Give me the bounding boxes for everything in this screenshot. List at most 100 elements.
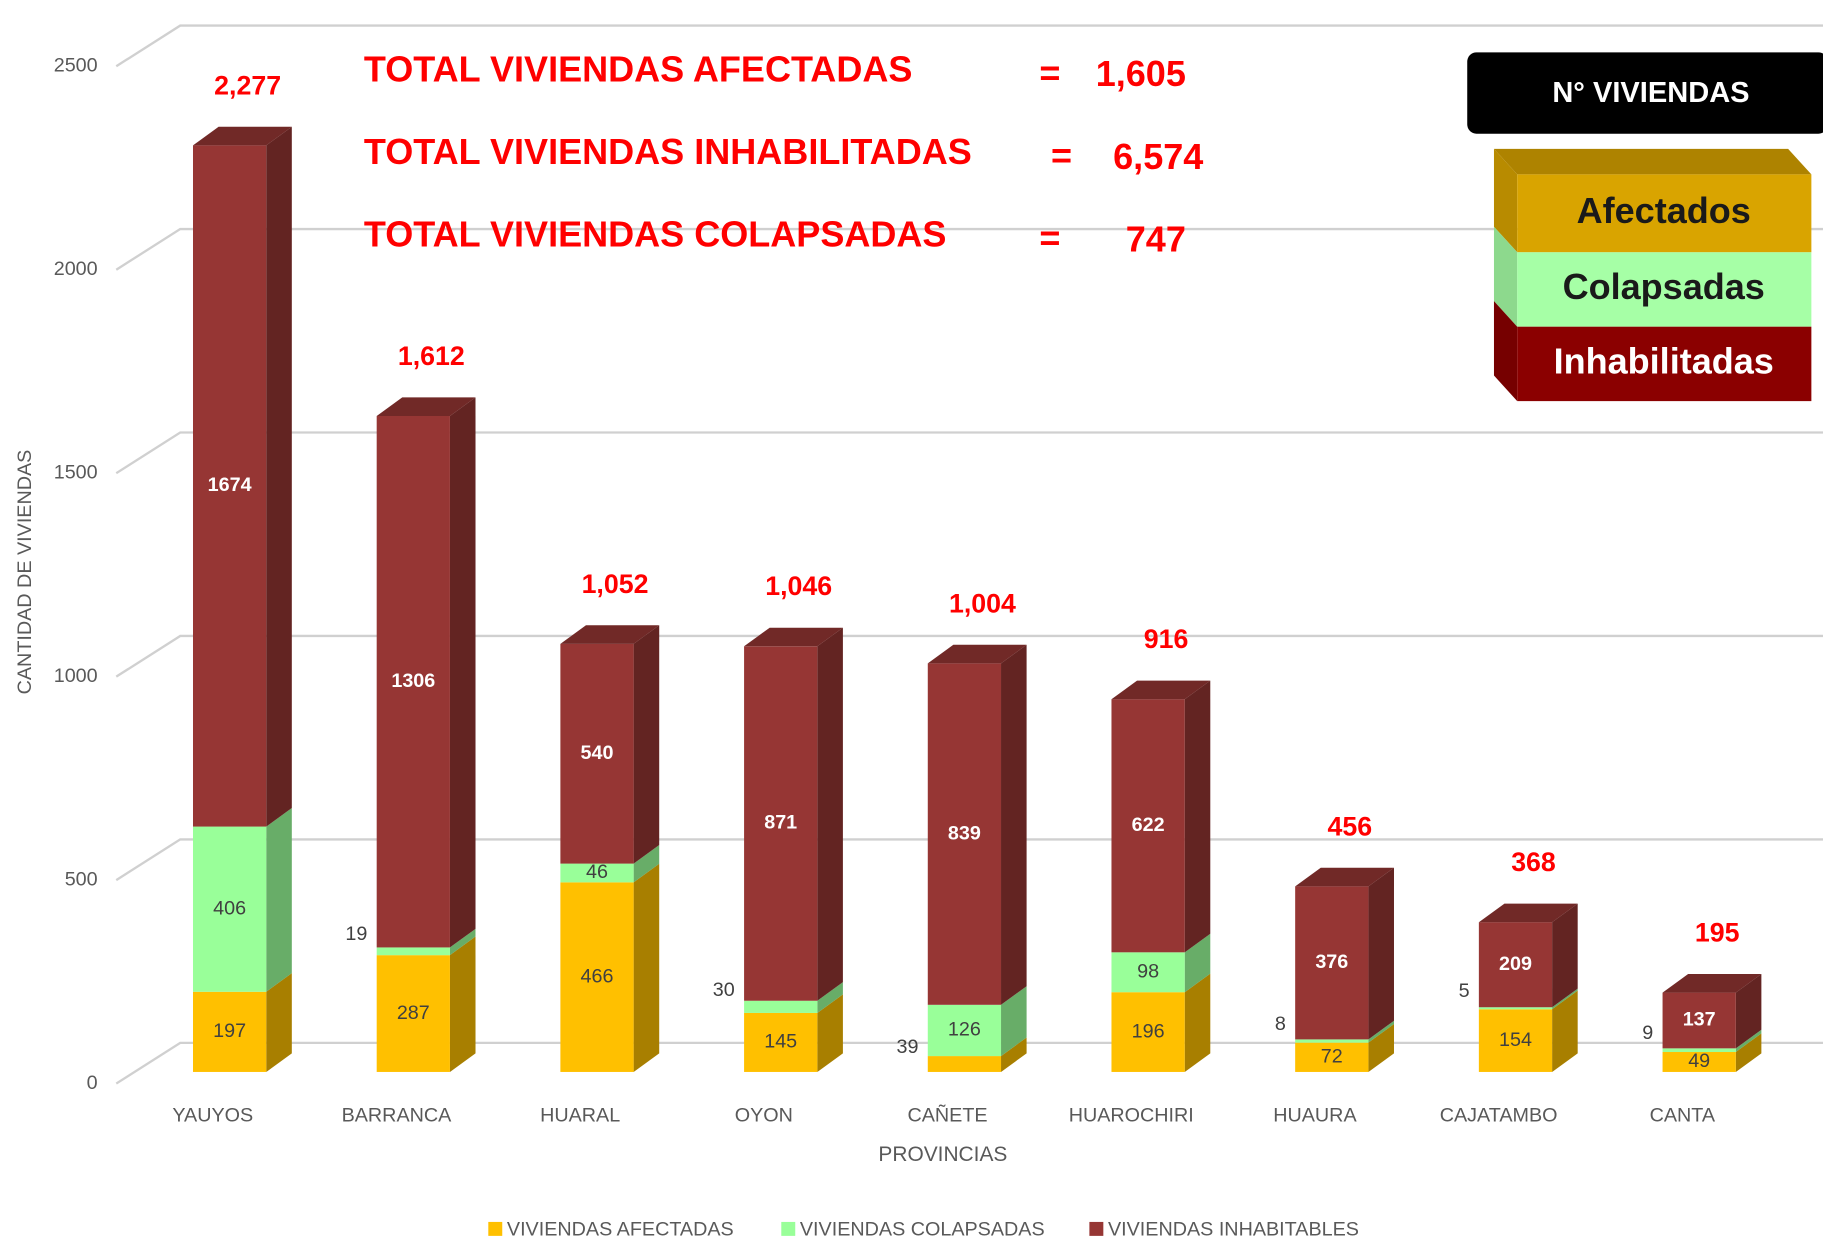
bar-value-label: 1306 [391, 670, 435, 692]
bar-value-label: 622 [1132, 814, 1165, 836]
bar-value-label: 197 [213, 1020, 246, 1042]
bar-value-label: 137 [1683, 1009, 1716, 1031]
annotation-label: TOTAL VIVIENDAS COLAPSADAS [364, 214, 947, 255]
bar [192, 145, 267, 827]
x-tick-label: CAÑETE [907, 1102, 987, 1126]
bar-side [1368, 867, 1394, 1040]
bar-side [633, 845, 660, 883]
grid-line [115, 838, 1823, 882]
x-tick-label: OYON [735, 1104, 793, 1126]
bar-top [927, 644, 1027, 664]
bar [560, 882, 634, 1072]
legend-box-top [1493, 148, 1812, 175]
bar-side [817, 994, 843, 1072]
bar-side [266, 126, 292, 827]
x-tick-label: CANTA [1650, 1104, 1716, 1126]
y-tick-label: 1000 [54, 665, 98, 687]
x-axis-label: PROVINCIAS [878, 1143, 1007, 1166]
bar-value-label: 1674 [208, 474, 252, 496]
bar [560, 863, 634, 883]
bar [1295, 1042, 1369, 1072]
total-label: 368 [1511, 847, 1556, 877]
bar-side [633, 863, 660, 1072]
bar-side [817, 627, 843, 1001]
y-tick-label: 1500 [54, 461, 98, 483]
bar-value-label: 39 [897, 1036, 919, 1058]
bar-value-label: 287 [397, 1002, 430, 1024]
bar [927, 1004, 1002, 1057]
legend-swatch [488, 1221, 503, 1236]
bar [376, 415, 450, 948]
bar [1111, 699, 1185, 953]
bar [1662, 1052, 1736, 1072]
bar [1111, 952, 1185, 993]
bar-top [744, 627, 843, 647]
bar-side [1184, 680, 1211, 953]
bar-top [376, 397, 476, 416]
bar [1478, 922, 1553, 1008]
bar-value-label: 5 [1459, 980, 1470, 1002]
bar [927, 1056, 1002, 1072]
grid-line [115, 1041, 1823, 1085]
bar-value-label: 376 [1315, 951, 1348, 973]
annotation-sign: = [1039, 52, 1060, 93]
y-tick-label: 0 [87, 1072, 98, 1094]
bar-value-label: 49 [1688, 1050, 1710, 1072]
bar-value-label: 196 [1132, 1020, 1165, 1042]
legend-swatch [1089, 1221, 1104, 1236]
total-label: 1,612 [398, 341, 465, 371]
total-label: 195 [1695, 918, 1740, 948]
legend-box-label: Afectados [1577, 190, 1751, 231]
y-tick-label: 500 [65, 868, 98, 890]
bar [927, 663, 1002, 1005]
annotation-label: TOTAL VIVIENDAS AFECTADAS [364, 49, 913, 90]
y-tick-label: 2000 [54, 258, 98, 280]
bar-side [266, 807, 292, 992]
bar-value-label: 72 [1321, 1046, 1343, 1068]
annotation-value: 1,605 [1096, 53, 1186, 94]
bar [1478, 1007, 1553, 1010]
bar-value-label: 9 [1642, 1022, 1653, 1044]
bar-side [1735, 973, 1762, 1049]
legend-label: VIVIENDAS COLAPSADAS [800, 1218, 1045, 1240]
bar-value-label: 209 [1499, 953, 1532, 975]
bar [1662, 1048, 1736, 1053]
total-label: 456 [1328, 811, 1373, 841]
bar-side [817, 982, 843, 1013]
bar-side [449, 928, 476, 956]
bar-side [1735, 1033, 1762, 1072]
bar [1478, 1009, 1553, 1072]
total-label: 2,277 [214, 70, 281, 100]
bar-side [449, 397, 476, 948]
legend-box-label: Colapsadas [1563, 266, 1765, 307]
bar-top [1662, 973, 1762, 993]
legend-box [1517, 326, 1812, 402]
grid-line [115, 227, 1823, 271]
grid-line [115, 24, 1823, 68]
legend-box-label: Inhabilitadas [1554, 340, 1774, 381]
annotation-value: 6,574 [1113, 136, 1203, 177]
legend-label: VIVIENDAS AFECTADAS [507, 1218, 734, 1240]
bar-side [1368, 1020, 1394, 1043]
bar [744, 1000, 818, 1013]
legend-box [1517, 252, 1812, 327]
x-tick-label: HUARAL [540, 1104, 620, 1126]
legend-title: N° VIVIENDAS [1552, 77, 1749, 109]
bar-top [1295, 867, 1394, 887]
bar-value-label: 30 [713, 979, 735, 1001]
bar-side [1735, 1029, 1762, 1053]
bar-value-label: 466 [581, 965, 614, 987]
bar-side [1552, 990, 1578, 1072]
bar [1295, 1039, 1369, 1043]
bar-value-label: 406 [213, 897, 246, 919]
annotation-value: 747 [1126, 218, 1186, 259]
bar-side [1184, 973, 1211, 1072]
bar-value-label: 98 [1137, 960, 1159, 982]
bar-side [1001, 644, 1027, 1005]
bar-side [1552, 903, 1578, 1008]
x-tick-label: CAJATAMBO [1440, 1104, 1558, 1126]
bar-side [1368, 1024, 1394, 1072]
bar-value-label: 871 [764, 812, 797, 834]
annotation-sign: = [1051, 135, 1072, 176]
